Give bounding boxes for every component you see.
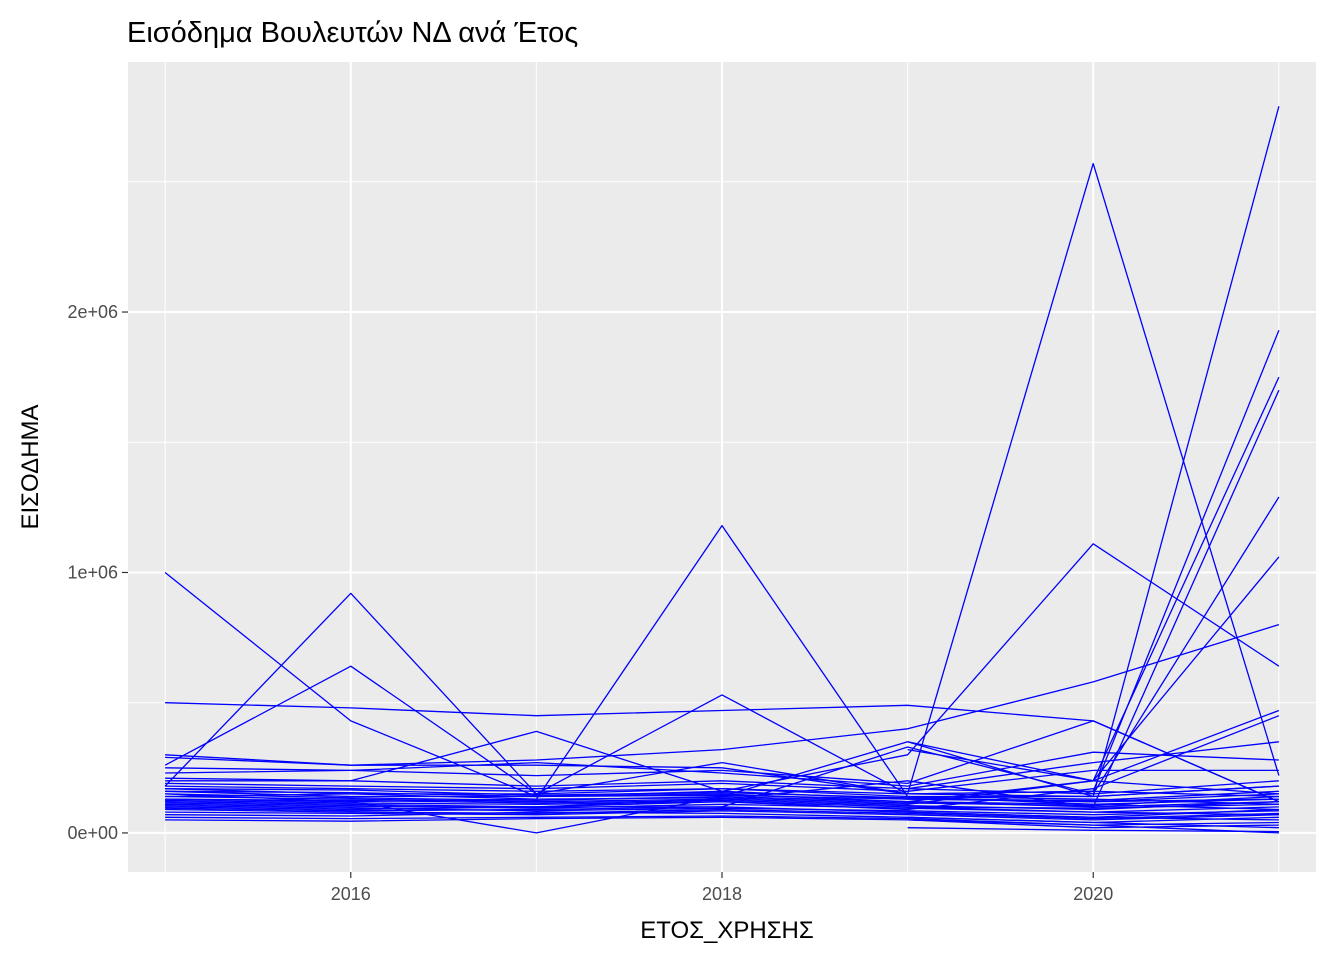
series-line-37 bbox=[907, 819, 1279, 834]
series-line-8 bbox=[165, 623, 1280, 766]
series-line-30 bbox=[165, 799, 1279, 809]
series-line-31 bbox=[165, 793, 1279, 807]
x-tick-label: 2018 bbox=[702, 884, 742, 904]
series-line-23 bbox=[165, 798, 1279, 811]
x-tick-label: 2016 bbox=[331, 884, 371, 904]
y-tick-label: 1e+06 bbox=[67, 562, 118, 582]
x-tick-label: 2020 bbox=[1073, 884, 1113, 904]
series-line-19 bbox=[165, 769, 1279, 792]
series-line-41 bbox=[907, 806, 1279, 816]
series-line-24 bbox=[165, 788, 1279, 803]
series-line-32 bbox=[165, 808, 1279, 820]
series-line-17 bbox=[165, 751, 1279, 787]
y-axis: 0e+00 1e+06 2e+06 bbox=[67, 302, 128, 843]
series-line-36 bbox=[907, 748, 1279, 795]
series-line-28 bbox=[165, 804, 1279, 816]
series-line-33 bbox=[165, 790, 1279, 802]
series-line-34 bbox=[165, 816, 1279, 829]
chart-title: Εισόδημα Βουλευτών ΝΔ ανά Έτος bbox=[127, 17, 578, 49]
x-axis-title: ΕΤΟΣ_ΧΡΗΣΗΣ bbox=[640, 917, 813, 944]
series-line-43 bbox=[907, 816, 1279, 829]
series-line-38 bbox=[907, 827, 1279, 833]
series-line-42 bbox=[907, 780, 1279, 795]
y-tick-label: 2e+06 bbox=[67, 302, 118, 322]
series-line-21 bbox=[165, 810, 1279, 821]
gridlines bbox=[128, 62, 1316, 872]
x-axis: 2016 2018 2020 bbox=[331, 872, 1113, 904]
series-line-44 bbox=[907, 801, 1279, 808]
series-line-40 bbox=[907, 795, 1279, 811]
y-axis-title: ΕΙΣΟΔΗΜΑ bbox=[17, 404, 44, 529]
y-tick-label: 0e+00 bbox=[67, 823, 118, 843]
series-line-18 bbox=[165, 741, 1279, 790]
series-line-39 bbox=[907, 811, 1279, 821]
series-lines bbox=[164, 106, 1280, 834]
